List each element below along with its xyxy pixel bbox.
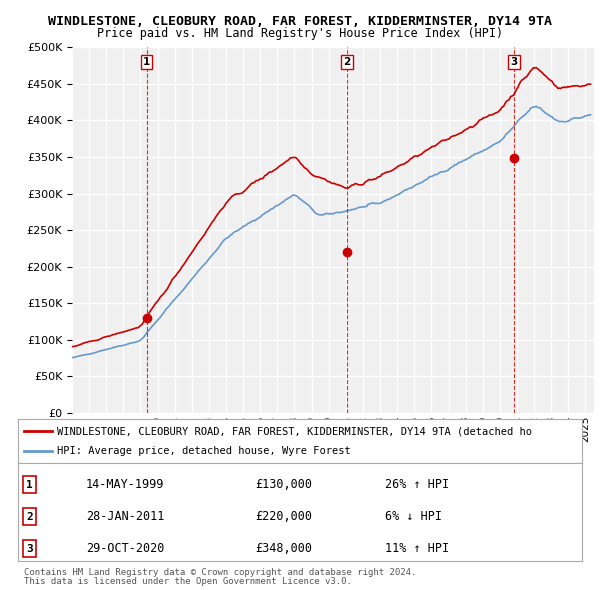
Text: 2: 2 <box>343 57 350 67</box>
Text: £220,000: £220,000 <box>255 510 312 523</box>
Text: Contains HM Land Registry data © Crown copyright and database right 2024.: Contains HM Land Registry data © Crown c… <box>24 568 416 576</box>
Text: 14-MAY-1999: 14-MAY-1999 <box>86 478 164 491</box>
Text: 1: 1 <box>143 57 151 67</box>
Text: 1: 1 <box>26 480 32 490</box>
Text: WINDLESTONE, CLEOBURY ROAD, FAR FOREST, KIDDERMINSTER, DY14 9TA (detached ho: WINDLESTONE, CLEOBURY ROAD, FAR FOREST, … <box>58 427 532 436</box>
Text: 3: 3 <box>511 57 518 67</box>
Text: WINDLESTONE, CLEOBURY ROAD, FAR FOREST, KIDDERMINSTER, DY14 9TA: WINDLESTONE, CLEOBURY ROAD, FAR FOREST, … <box>48 15 552 28</box>
Text: Price paid vs. HM Land Registry's House Price Index (HPI): Price paid vs. HM Land Registry's House … <box>97 27 503 40</box>
Text: 2: 2 <box>26 512 32 522</box>
Text: 26% ↑ HPI: 26% ↑ HPI <box>385 478 449 491</box>
Text: 6% ↓ HPI: 6% ↓ HPI <box>385 510 442 523</box>
Text: £130,000: £130,000 <box>255 478 312 491</box>
Text: 28-JAN-2011: 28-JAN-2011 <box>86 510 164 523</box>
Text: This data is licensed under the Open Government Licence v3.0.: This data is licensed under the Open Gov… <box>24 577 352 586</box>
Text: 11% ↑ HPI: 11% ↑ HPI <box>385 542 449 555</box>
Text: 3: 3 <box>26 544 32 554</box>
Text: £348,000: £348,000 <box>255 542 312 555</box>
Text: HPI: Average price, detached house, Wyre Forest: HPI: Average price, detached house, Wyre… <box>58 446 351 455</box>
Text: 29-OCT-2020: 29-OCT-2020 <box>86 542 164 555</box>
